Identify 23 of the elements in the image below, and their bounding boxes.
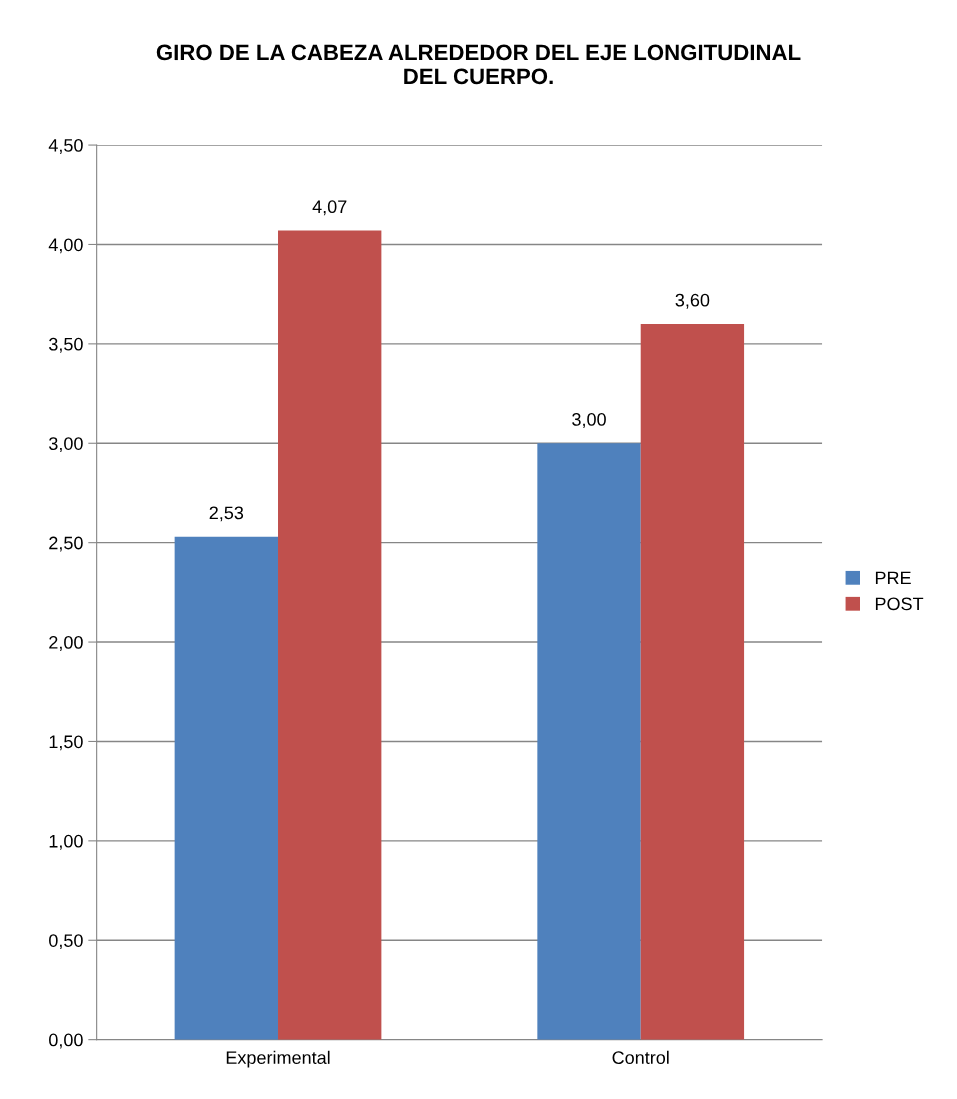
bar <box>278 230 382 1040</box>
y-tick-label: 3,00 <box>49 437 83 453</box>
y-tick-label: 1,50 <box>49 735 83 751</box>
y-tick-label: 4,50 <box>48 139 83 154</box>
y-tick-label: 0,00 <box>49 1033 83 1049</box>
data-label: 4,07 <box>312 200 347 216</box>
y-tick-label: 1,00 <box>49 834 83 850</box>
y-tick-label: 2,00 <box>49 635 83 651</box>
x-tick-label: Experimental <box>226 1050 330 1068</box>
bar <box>537 443 641 1040</box>
y-tick-label: 4,00 <box>48 238 83 254</box>
y-tick-label: 2,50 <box>49 536 83 552</box>
data-label: 2,53 <box>209 506 244 522</box>
legend-label: POST <box>875 597 924 611</box>
bar <box>174 536 279 1040</box>
legend-label: PRE <box>875 571 911 585</box>
chart-title: GIRO DE LA CABEZA ALREDEDOR DEL EJE LONGITUDINAL DEL CUERPO. <box>156 44 801 85</box>
data-label: 3,60 <box>675 293 710 309</box>
bar <box>640 323 745 1040</box>
y-tick-label: 0,50 <box>49 934 83 950</box>
data-label: 3,00 <box>572 413 606 428</box>
x-tick-label: Control <box>612 1050 669 1065</box>
y-tick-label: 3,50 <box>49 337 83 353</box>
